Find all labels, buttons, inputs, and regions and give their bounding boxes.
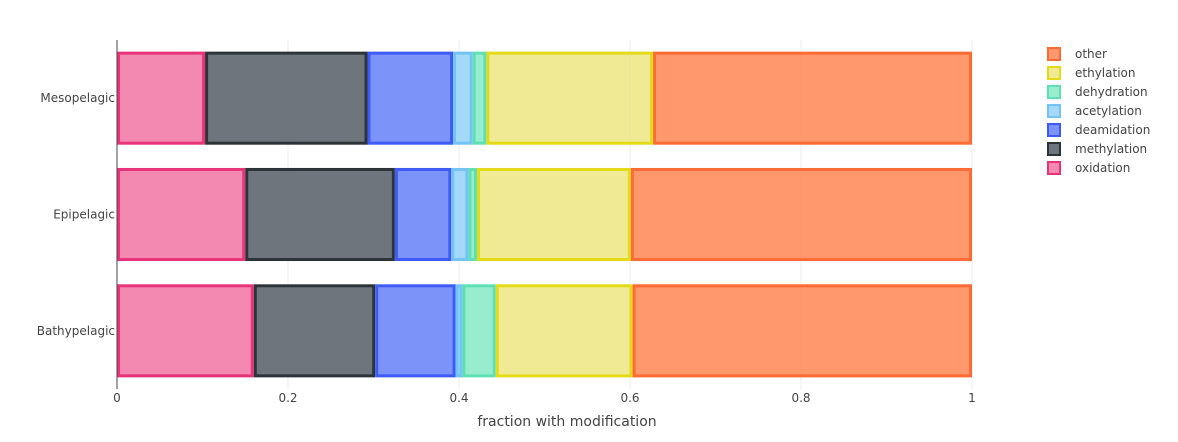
legend-label: oxidation xyxy=(1075,161,1130,175)
bar-other-mesopelagic[interactable] xyxy=(653,51,973,145)
y-tick-label: Bathypelagic xyxy=(37,324,115,338)
legend-swatch xyxy=(1047,85,1061,99)
bar-methylation-mesopelagic[interactable] xyxy=(205,51,368,145)
y-tick-labels: Bathypelagic Epipelagic Mesopelagic xyxy=(37,91,115,338)
legend-label: ethylation xyxy=(1075,66,1135,80)
bar-other-epipelagic[interactable] xyxy=(630,167,972,262)
y-tick-label: Epipelagic xyxy=(53,208,115,222)
bar-acetylation-epipelagic[interactable] xyxy=(451,167,469,262)
x-axis-title: fraction with modification xyxy=(477,414,656,430)
legend-item-methylation[interactable]: methylation xyxy=(1047,142,1147,156)
x-tick-label: 0.6 xyxy=(620,391,639,405)
legend-item-other[interactable]: other xyxy=(1047,47,1107,61)
bar-ethylation-epipelagic[interactable] xyxy=(476,167,631,262)
x-tick-label: 0 xyxy=(113,391,121,405)
bar-deamidation-mesopelagic[interactable] xyxy=(367,51,454,145)
bar-oxidation-bathypelagic[interactable] xyxy=(117,284,254,378)
legend-swatch xyxy=(1047,47,1061,61)
legend-label: dehydration xyxy=(1075,85,1148,99)
legend-swatch xyxy=(1047,142,1061,156)
bar-other-bathypelagic[interactable] xyxy=(632,284,972,378)
bar-acetylation-bathypelagic[interactable] xyxy=(455,284,463,378)
legend-swatch xyxy=(1047,161,1061,175)
x-tick-label: 0.4 xyxy=(449,391,468,405)
bar-dehydration-epipelagic[interactable] xyxy=(468,167,477,262)
y-tick-label: Mesopelagic xyxy=(40,91,115,105)
bar-methylation-epipelagic[interactable] xyxy=(245,167,395,262)
legend-item-acetylation[interactable]: acetylation xyxy=(1047,104,1142,118)
legend-swatch xyxy=(1047,66,1061,80)
legend[interactable]: other ethylation dehydration acetylation dea… xyxy=(1047,47,1150,175)
x-tick-label: 1 xyxy=(968,391,976,405)
legend-label: deamidation xyxy=(1075,123,1150,137)
legend-swatch xyxy=(1047,123,1061,137)
bar-deamidation-bathypelagic[interactable] xyxy=(375,284,456,378)
bar-ethylation-mesopelagic[interactable] xyxy=(486,51,654,145)
bar-deamidation-epipelagic[interactable] xyxy=(394,167,452,262)
legend-swatch xyxy=(1047,104,1061,118)
bar-ethylation-bathypelagic[interactable] xyxy=(495,284,633,378)
legend-label: other xyxy=(1075,47,1107,61)
legend-item-dehydration[interactable]: dehydration xyxy=(1047,85,1148,99)
legend-label: methylation xyxy=(1075,142,1147,156)
bar-methylation-bathypelagic[interactable] xyxy=(253,284,376,378)
legend-item-oxidation[interactable]: oxidation xyxy=(1047,161,1130,175)
legend-item-deamidation[interactable]: deamidation xyxy=(1047,123,1150,137)
x-tick-labels: 0 0.2 0.4 0.6 0.8 1 xyxy=(113,391,976,405)
x-tick-label: 0.2 xyxy=(278,391,297,405)
bar-dehydration-bathypelagic[interactable] xyxy=(462,284,496,378)
x-tick-label: 0.8 xyxy=(791,391,810,405)
legend-item-ethylation[interactable]: ethylation xyxy=(1047,66,1135,80)
bar-dehydration-mesopelagic[interactable] xyxy=(472,51,487,145)
bar-oxidation-mesopelagic[interactable] xyxy=(117,51,206,145)
bar-segments xyxy=(117,51,973,378)
bar-acetylation-mesopelagic[interactable] xyxy=(453,51,473,145)
bar-oxidation-epipelagic[interactable] xyxy=(117,167,246,262)
legend-label: acetylation xyxy=(1075,104,1142,118)
